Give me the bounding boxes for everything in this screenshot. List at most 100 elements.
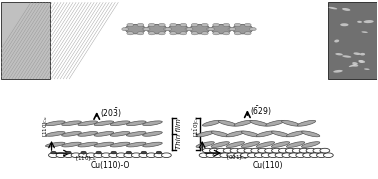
Text: [1$\bar{1}$0]$_{\mathrm{Cu}}$: [1$\bar{1}$0]$_{\mathrm{Cu}}$ [191, 116, 201, 137]
Circle shape [79, 153, 88, 158]
Circle shape [324, 153, 333, 158]
Circle shape [122, 28, 129, 31]
Circle shape [223, 148, 233, 153]
FancyBboxPatch shape [328, 3, 377, 79]
Circle shape [146, 153, 156, 158]
Ellipse shape [203, 120, 221, 126]
Circle shape [64, 153, 73, 158]
Ellipse shape [234, 120, 253, 126]
Ellipse shape [360, 53, 365, 55]
Ellipse shape [110, 132, 130, 136]
Circle shape [244, 32, 251, 35]
Circle shape [230, 148, 240, 153]
Circle shape [237, 148, 247, 153]
Circle shape [199, 153, 209, 158]
Ellipse shape [78, 132, 98, 136]
Circle shape [154, 153, 164, 158]
Circle shape [201, 32, 208, 35]
Circle shape [185, 28, 192, 31]
Ellipse shape [94, 142, 114, 147]
Circle shape [213, 23, 220, 26]
Ellipse shape [287, 131, 305, 137]
Ellipse shape [211, 142, 229, 147]
Ellipse shape [94, 121, 114, 126]
Circle shape [223, 23, 230, 26]
Circle shape [234, 23, 241, 26]
Ellipse shape [127, 142, 146, 147]
Ellipse shape [218, 120, 237, 126]
Ellipse shape [62, 121, 81, 126]
Ellipse shape [62, 142, 81, 147]
Ellipse shape [359, 60, 364, 63]
Text: Cu(110)-O: Cu(110)-O [90, 161, 130, 170]
Circle shape [216, 148, 226, 153]
Ellipse shape [78, 121, 98, 126]
Circle shape [158, 23, 165, 26]
Ellipse shape [342, 55, 351, 58]
Circle shape [261, 153, 271, 158]
Ellipse shape [352, 62, 358, 65]
Ellipse shape [211, 131, 229, 137]
Text: ($\bar{6}$29): ($\bar{6}$29) [250, 104, 272, 118]
Circle shape [161, 153, 171, 158]
Ellipse shape [353, 52, 361, 55]
Ellipse shape [334, 40, 339, 42]
Ellipse shape [271, 131, 290, 137]
Ellipse shape [226, 131, 245, 137]
Text: [110]$_{\mathrm{Cu}}$: [110]$_{\mathrm{Cu}}$ [42, 116, 50, 137]
Circle shape [292, 148, 302, 153]
Circle shape [170, 32, 177, 35]
Ellipse shape [333, 70, 343, 73]
Circle shape [148, 32, 155, 35]
Circle shape [71, 153, 81, 158]
Ellipse shape [45, 121, 65, 126]
Circle shape [86, 153, 96, 158]
Ellipse shape [127, 132, 146, 136]
Circle shape [142, 28, 149, 31]
Circle shape [158, 32, 165, 35]
Ellipse shape [127, 121, 146, 126]
Circle shape [143, 28, 150, 31]
Circle shape [240, 153, 250, 158]
Ellipse shape [256, 142, 274, 147]
Ellipse shape [143, 142, 162, 147]
Ellipse shape [110, 142, 130, 147]
Circle shape [51, 151, 56, 154]
Ellipse shape [266, 120, 284, 126]
Circle shape [251, 148, 261, 153]
Circle shape [164, 28, 170, 31]
Circle shape [258, 148, 268, 153]
Ellipse shape [226, 142, 245, 147]
Circle shape [180, 32, 187, 35]
Ellipse shape [143, 132, 162, 136]
Circle shape [310, 153, 319, 158]
Ellipse shape [45, 142, 65, 147]
Circle shape [180, 23, 187, 26]
Ellipse shape [241, 131, 260, 137]
Text: [001]$_{\mathrm{Cu}}$: [001]$_{\mathrm{Cu}}$ [226, 153, 247, 162]
Circle shape [220, 153, 230, 158]
Circle shape [189, 24, 210, 34]
Circle shape [168, 24, 189, 34]
Circle shape [306, 148, 316, 153]
Circle shape [126, 151, 132, 154]
Circle shape [81, 151, 86, 154]
Circle shape [227, 153, 237, 158]
Circle shape [285, 148, 295, 153]
Ellipse shape [196, 142, 214, 147]
Ellipse shape [364, 20, 374, 23]
Ellipse shape [358, 60, 365, 63]
Ellipse shape [357, 21, 362, 23]
Circle shape [127, 32, 134, 35]
Circle shape [296, 153, 306, 158]
Circle shape [213, 153, 223, 158]
Circle shape [313, 148, 323, 153]
Ellipse shape [256, 131, 274, 137]
Circle shape [66, 151, 71, 154]
Ellipse shape [342, 8, 350, 11]
Ellipse shape [282, 120, 300, 126]
Circle shape [248, 153, 257, 158]
Circle shape [211, 24, 231, 34]
Ellipse shape [297, 120, 316, 126]
Circle shape [141, 151, 146, 154]
